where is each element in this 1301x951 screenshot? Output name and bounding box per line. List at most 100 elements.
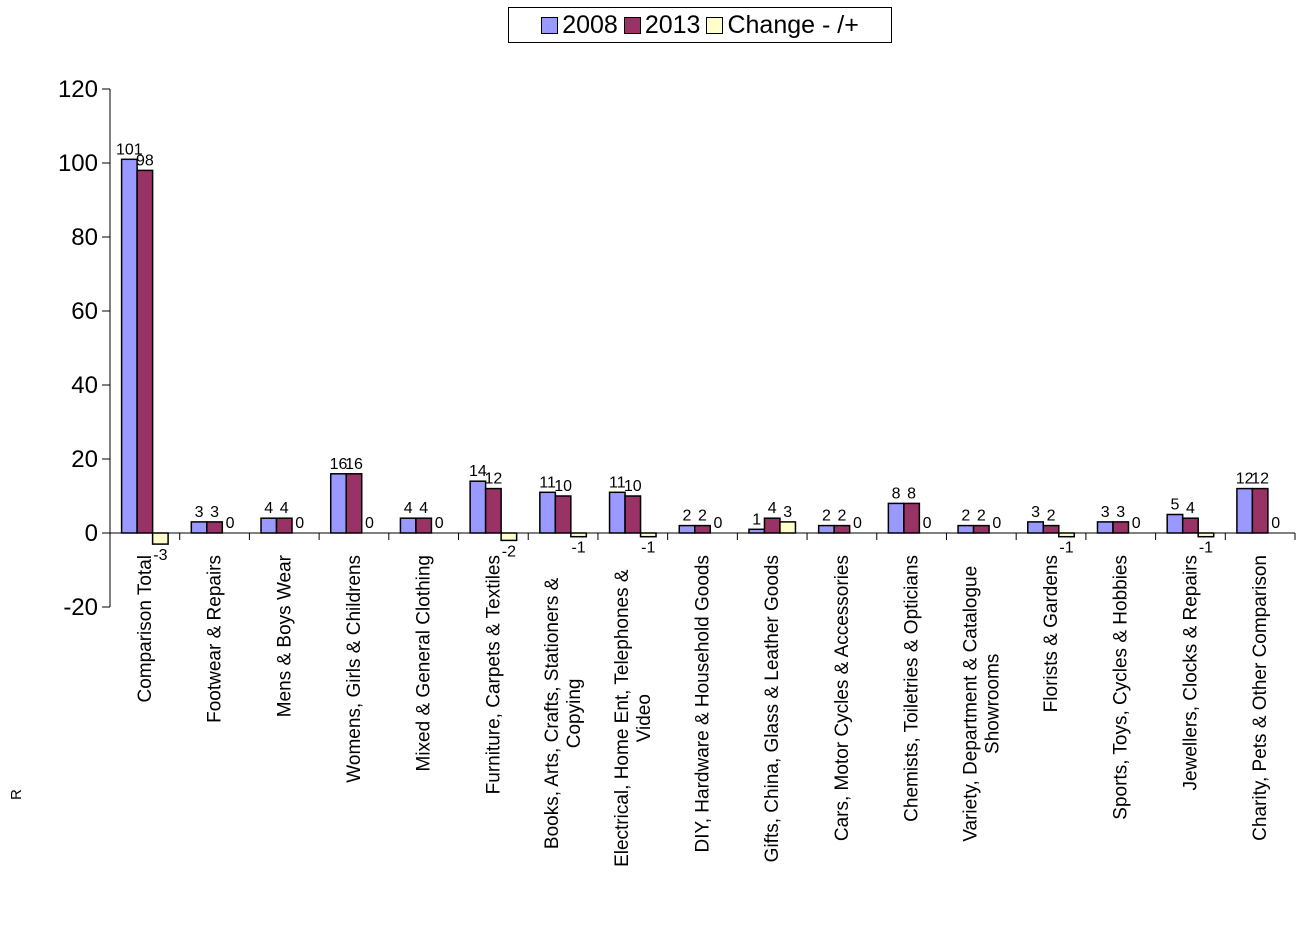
bar: [887, 502, 905, 534]
bar: [903, 502, 921, 534]
data-label: 101: [116, 141, 143, 158]
category-label: Mixed & General Clothing: [414, 555, 435, 772]
data-label: 0: [226, 515, 235, 532]
data-label: 0: [295, 515, 304, 532]
side-mark: R: [8, 789, 25, 800]
data-label: 0: [1271, 515, 1280, 532]
data-label: 0: [365, 515, 374, 532]
bar: [151, 532, 169, 545]
data-label: 0: [923, 515, 932, 532]
bar: [1042, 524, 1060, 534]
bar: [570, 532, 588, 538]
data-label: -1: [571, 540, 585, 557]
legend-label: 2013: [644, 10, 701, 39]
bar: [190, 521, 208, 534]
category-label: Chemists, Toiletries & Opticians: [902, 555, 923, 822]
data-label: 2: [1047, 508, 1056, 525]
data-label: 10: [554, 478, 572, 495]
bar: [345, 473, 363, 534]
data-label: 0: [1132, 515, 1141, 532]
y-tick-label: 0: [85, 520, 98, 547]
category-label: Gifts, China, Glass & Leather Goods: [762, 555, 783, 862]
data-label: 2: [977, 508, 986, 525]
bar: [817, 524, 835, 534]
data-label: 2: [698, 508, 707, 525]
bar: [1027, 521, 1045, 534]
bar: [972, 524, 990, 534]
data-label: 0: [435, 515, 444, 532]
bar: [639, 532, 657, 538]
data-label: 5: [1170, 497, 1179, 514]
bar: [763, 517, 781, 534]
bar: [206, 521, 224, 534]
data-label: 4: [404, 500, 413, 517]
data-label: 2: [961, 508, 970, 525]
legend-label: Change - /+: [727, 10, 859, 39]
y-tick-label: 20: [71, 446, 98, 473]
category-label: Variety, Department & CatalogueShowrooms: [960, 566, 1003, 842]
data-label: 0: [853, 515, 862, 532]
bar: [120, 158, 138, 534]
data-label: 3: [210, 504, 219, 521]
bar: [608, 491, 626, 534]
data-label: 3: [1101, 504, 1110, 521]
y-tick-label: 40: [71, 372, 98, 399]
data-label: -3: [153, 547, 167, 564]
category-label: Books, Arts, Crafts, Stationers &Copying: [542, 577, 585, 849]
bar: [329, 473, 347, 534]
y-tick-label: -20: [63, 594, 98, 621]
bar: [554, 495, 572, 534]
bar: [957, 524, 975, 534]
y-tick-label: 60: [71, 298, 98, 325]
category-label: Electrical, Home Ent, Telephones &Video: [612, 569, 655, 867]
bar: [779, 521, 797, 534]
bar: [1236, 487, 1254, 534]
bar: [1166, 513, 1184, 534]
y-tick-label: 80: [71, 224, 98, 251]
data-label: 12: [484, 471, 502, 488]
data-label: 3: [1031, 504, 1040, 521]
bar: [1112, 521, 1130, 534]
category-label: Comparison Total: [135, 555, 156, 703]
data-label: -1: [641, 540, 655, 557]
bar: [624, 495, 642, 534]
legend-swatch: [706, 16, 724, 34]
data-label: 8: [907, 485, 916, 502]
data-label: 11: [539, 474, 556, 491]
data-label: 0: [714, 515, 723, 532]
bar: [415, 517, 433, 534]
data-label: 4: [419, 500, 428, 517]
data-label: 2: [822, 508, 831, 525]
data-label: -1: [1199, 540, 1213, 557]
bar: [1251, 487, 1269, 534]
category-label: Womens, Girls & Childrens: [344, 555, 365, 783]
data-label: 2: [837, 508, 846, 525]
data-label: 1: [752, 511, 761, 528]
bar: [833, 524, 851, 534]
category-label: Cars, Motor Cycles & Accessories: [832, 555, 853, 841]
legend-item: 2013: [623, 10, 701, 40]
data-label: 0: [992, 515, 1001, 532]
data-label: 8: [892, 485, 901, 502]
bar: [260, 517, 278, 534]
y-tick-label: 100: [58, 150, 98, 177]
data-label: 4: [280, 500, 289, 517]
data-label: 4: [264, 500, 273, 517]
data-label: 98: [136, 152, 154, 169]
y-tick-label: 120: [58, 76, 98, 103]
category-label: DIY, Hardware & Household Goods: [693, 555, 714, 852]
data-label: 4: [1186, 500, 1195, 517]
data-label: 14: [469, 463, 487, 480]
bar: [748, 528, 766, 534]
data-label: 12: [1251, 471, 1269, 488]
chart-legend: 2008 2013 Change - /+: [508, 7, 892, 43]
data-label: 2: [683, 508, 692, 525]
data-label: 3: [1116, 504, 1125, 521]
category-label: Footwear & Repairs: [205, 555, 226, 723]
category-label: Jewellers, Clocks & Repairs: [1180, 555, 1201, 790]
bar: [1197, 532, 1215, 538]
bar: [136, 169, 154, 534]
category-label: Sports, Toys, Cycles & Hobbies: [1111, 555, 1132, 820]
data-label: 16: [345, 456, 363, 473]
